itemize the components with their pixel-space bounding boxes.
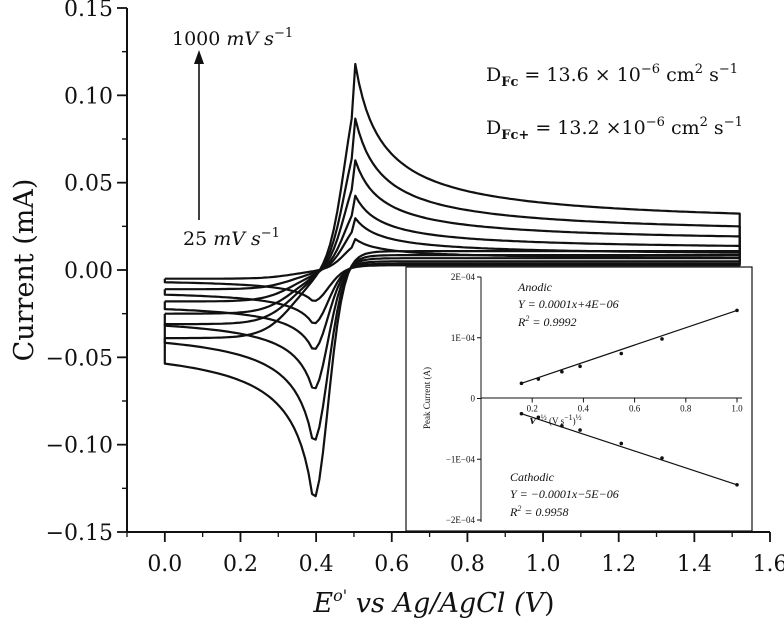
inset-anodic-point <box>560 369 564 374</box>
x-tick-label: 1.6 <box>753 552 784 577</box>
inset-anodic-point <box>660 337 664 341</box>
inset-cathodic-title: Cathodic <box>510 470 555 484</box>
y-tick-label: −0.05 <box>46 346 113 371</box>
inset-anodic-equation: Y = 0.0001x+4E−06 <box>518 297 619 311</box>
y-tick-label: 0.10 <box>64 84 113 109</box>
x-tick-label: 0.8 <box>450 552 485 577</box>
inset-anodic-point <box>578 364 582 369</box>
inset-cathodic-r2: R2 = 0.9958 <box>509 504 568 519</box>
inset-anodic-point <box>536 377 541 381</box>
inset-anodic-title: Anodic <box>517 280 553 294</box>
inset-x-tick-label: 0.2 <box>527 404 538 414</box>
scan-rate-arrow <box>194 50 204 220</box>
cv-curves <box>163 62 741 498</box>
x-tick-label: 1.2 <box>601 552 636 577</box>
cv-series-25-mV-s <box>163 237 741 302</box>
inset-x-tick-label: 0.6 <box>629 404 641 414</box>
inset-x-tick-label: 1.0 <box>731 404 743 414</box>
x-axis-title: Eo' vs Ag/AgCl (V) <box>312 586 554 619</box>
inset-cathodic-point <box>536 415 541 420</box>
x-tick-label: 0.6 <box>374 552 409 577</box>
x-tick-label: 0.4 <box>299 552 334 577</box>
inset-anodic-point <box>735 308 739 313</box>
inset-y-tick-label: 0 <box>471 394 476 404</box>
inset-anodic-fit-line <box>521 309 738 384</box>
x-tick-label: 0.0 <box>147 552 182 577</box>
x-tick-label: 1.4 <box>677 552 712 577</box>
y-tick-label: 0.15 <box>64 0 113 22</box>
inset-anodic-r2: R2 = 0.9992 <box>517 314 576 329</box>
scan-rate-bottom-label: 25 mV s−1 <box>183 226 280 250</box>
diffusion-fc-label: DFc = 13.6 × 10−6 cm2 s−1 <box>486 62 738 90</box>
x-tick-label: 0.2 <box>223 552 258 577</box>
y-tick-label: −0.15 <box>46 521 113 546</box>
inset-cathodic-point <box>735 482 739 487</box>
inset-cathodic-point <box>519 411 524 416</box>
inset-plot: 2E−04 1E−04 0 −1E−04 −2E−04 0.2 0.4 0.6 0.8 1.0 P… <box>405 266 753 532</box>
inset-cathodic-equation: Y = −0.0001x−5E−06 <box>510 487 619 501</box>
y-tick-label: −0.10 <box>46 434 113 459</box>
x-tick-label: 1.0 <box>526 552 561 577</box>
inset-series <box>519 308 739 487</box>
inset-x-tick-label: 0.4 <box>578 404 590 414</box>
inset-frame <box>405 266 753 532</box>
inset-y-title: Peak Current (A) <box>422 367 432 429</box>
inset-cathodic-point <box>660 456 664 460</box>
inset-cathodic-point <box>619 441 624 446</box>
y-axis-ticks: 0.15 0.10 0.05 0.00 −0.05 −0.10 −0.15 <box>46 0 127 546</box>
diffusion-fcplus-label: DFc+ = 13.2 ×10−6 cm2 s−1 <box>486 115 743 143</box>
inset-ticks: 2E−04 1E−04 0 −1E−04 −2E−04 0.2 0.4 0.6 0.8 1.0 <box>446 272 743 525</box>
inset-anodic-point <box>619 351 624 356</box>
inset-anodic-point <box>519 381 524 386</box>
inset-cathodic-point <box>578 428 582 432</box>
y-tick-label: 0.05 <box>64 172 113 197</box>
x-axis-ticks: 0.0 0.2 0.4 0.6 0.8 1.0 1.2 1.4 1.6 <box>126 532 784 577</box>
y-axis-title: Current (mA) <box>9 179 40 362</box>
inset-x-tick-label: 0.8 <box>680 404 692 414</box>
inset-y-tick-label: 1E−04 <box>451 333 476 343</box>
y-tick-label: 0.00 <box>64 259 113 284</box>
inset-cathodic-fit-line <box>521 413 738 486</box>
inset-y-tick-label: −2E−04 <box>446 515 476 525</box>
scan-rate-top-label: 1000 mV s−1 <box>172 26 293 50</box>
inset-y-tick-label: 2E−04 <box>451 272 476 282</box>
inset-y-tick-label: −1E−04 <box>446 454 476 464</box>
inset-cathodic-point <box>560 424 564 428</box>
